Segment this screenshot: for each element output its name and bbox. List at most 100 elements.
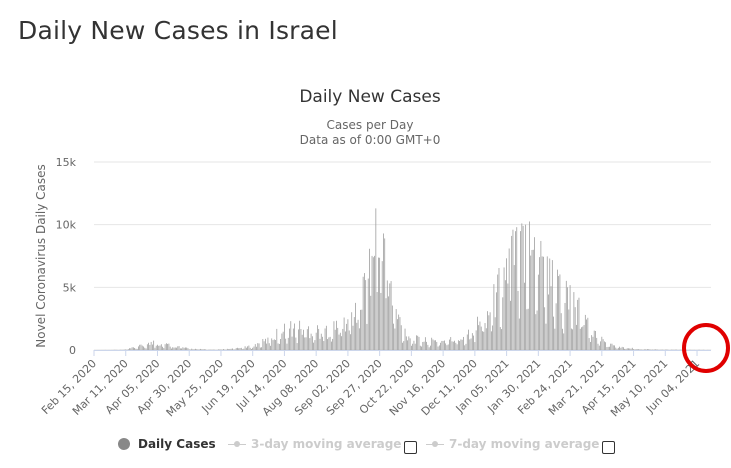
bar (273, 339, 275, 350)
bar (438, 345, 440, 350)
bar (605, 342, 607, 350)
bar (311, 336, 313, 350)
bar (626, 348, 628, 350)
bar (390, 281, 392, 350)
bar (284, 323, 285, 350)
bar (242, 349, 243, 350)
bar (524, 282, 525, 350)
bar (285, 338, 287, 350)
bar (173, 347, 175, 350)
bar (259, 347, 261, 350)
legend-item-7-day-average[interactable]: 7-day moving average (426, 437, 599, 451)
legend-item-3-day-average[interactable]: 3-day moving average (228, 437, 401, 451)
bar (606, 347, 608, 350)
bar (308, 326, 309, 350)
bar (540, 240, 542, 350)
bar (450, 337, 452, 350)
checkbox-3-day-average[interactable] (404, 441, 417, 454)
bar (182, 347, 184, 350)
bar (131, 347, 133, 350)
bar (461, 339, 463, 350)
bar (305, 337, 307, 350)
bar (517, 290, 519, 350)
bar (191, 348, 193, 350)
legend-item-daily-cases[interactable]: Daily Cases (118, 437, 216, 451)
bar (262, 339, 264, 350)
bar (574, 307, 576, 350)
bar (624, 348, 626, 350)
bar (198, 349, 200, 350)
bar (616, 348, 618, 350)
bar (590, 341, 591, 350)
chart-subtitle-line-2: Data as of 0:00 GMT+0 (300, 133, 441, 147)
bar (138, 346, 139, 350)
bar (455, 342, 457, 350)
bar (391, 305, 393, 350)
bar (407, 340, 408, 350)
bar (631, 347, 633, 350)
bar (488, 315, 490, 350)
bar (144, 347, 146, 350)
bar (553, 316, 554, 350)
bar (294, 323, 295, 350)
bar (152, 344, 153, 350)
bar (371, 255, 373, 350)
bar (249, 347, 251, 350)
bar (446, 345, 448, 350)
bar (277, 343, 279, 350)
bar (607, 346, 609, 350)
bar (244, 346, 246, 350)
bar (309, 338, 311, 350)
bar (614, 345, 615, 350)
bar (611, 343, 613, 350)
bar (478, 325, 480, 350)
checkbox-7-day-average[interactable] (602, 441, 615, 454)
bar (378, 257, 379, 350)
bar (176, 347, 177, 350)
bar (226, 348, 228, 350)
bar (451, 341, 453, 350)
bar (480, 326, 482, 350)
bar (355, 302, 356, 350)
bar (449, 339, 450, 350)
bar (384, 238, 386, 350)
daily-cases-marker-icon (118, 438, 130, 450)
bar (313, 342, 315, 350)
bar (146, 344, 148, 350)
bar (280, 338, 281, 350)
bar (635, 349, 637, 350)
bar (527, 308, 529, 350)
bar (497, 274, 499, 350)
bar (270, 345, 271, 350)
bar (169, 346, 171, 350)
bar (474, 342, 476, 350)
bar (331, 341, 332, 350)
bar (536, 310, 538, 350)
bar (258, 343, 260, 350)
bar (328, 337, 330, 350)
bar (339, 332, 341, 350)
y-axis: 0 5k 10k 15k (56, 156, 77, 357)
bar (374, 255, 375, 350)
bar (545, 323, 547, 350)
bar (315, 332, 317, 350)
bar (567, 287, 568, 350)
bar (202, 349, 204, 350)
bar (577, 299, 579, 350)
bar (464, 345, 466, 350)
bar (301, 334, 303, 350)
bar (278, 343, 280, 350)
bar (267, 337, 269, 350)
bar (353, 317, 355, 350)
bar (352, 325, 354, 350)
bar (367, 278, 369, 350)
bar (546, 256, 548, 350)
bar (578, 297, 580, 350)
bar (535, 314, 537, 350)
bar (380, 292, 382, 350)
bar (282, 331, 284, 350)
bar (314, 340, 316, 350)
bar (395, 309, 397, 350)
bar (403, 341, 405, 350)
